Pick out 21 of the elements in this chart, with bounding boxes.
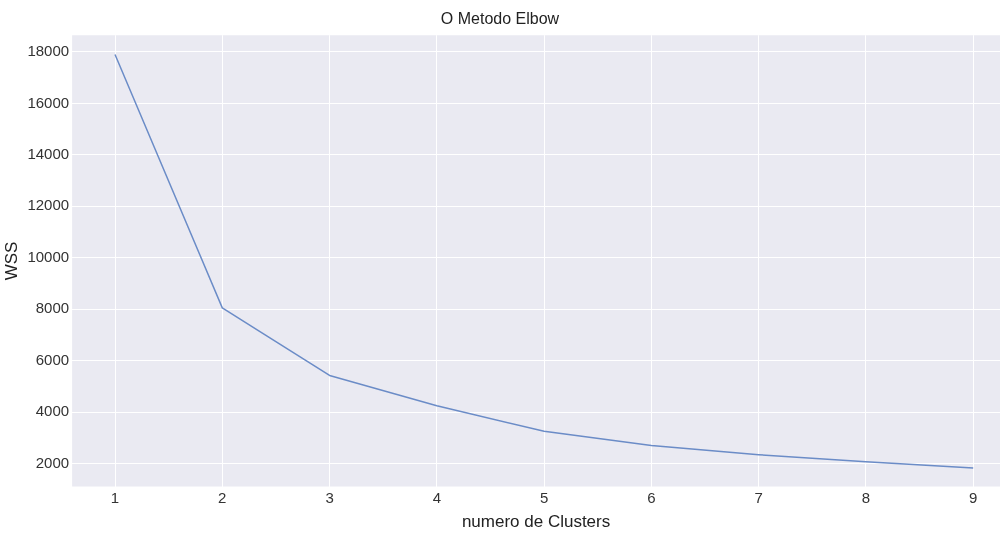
y-tick-label: 6000 [35, 350, 70, 368]
y-tick-label: 16000 [27, 93, 70, 111]
y-axis-title: WSS [1, 241, 21, 281]
y-tick-label: 4000 [35, 402, 70, 420]
y-tick-label: 14000 [27, 144, 70, 162]
y-tick-label: 12000 [27, 196, 70, 214]
x-tick-label: 6 [647, 488, 656, 506]
y-tick-label: 10000 [27, 247, 70, 265]
x-tick-label: 5 [539, 488, 549, 506]
x-tick-label: 2 [218, 488, 227, 506]
y-tick-label: 8000 [35, 299, 70, 317]
x-tick-label: 8 [861, 488, 871, 506]
y-tick-label: 2000 [35, 453, 70, 471]
x-tick-label: 4 [432, 488, 441, 506]
chart-title: O Metodo Elbow [440, 10, 560, 28]
x-axis-title: numero de Clusters [461, 512, 611, 532]
x-tick-label: 1 [110, 488, 120, 506]
y-tick-label: 18000 [27, 42, 70, 60]
x-tick-label: 9 [969, 488, 978, 506]
x-tick-label: 3 [325, 488, 334, 506]
x-tick-label: 7 [754, 488, 763, 506]
